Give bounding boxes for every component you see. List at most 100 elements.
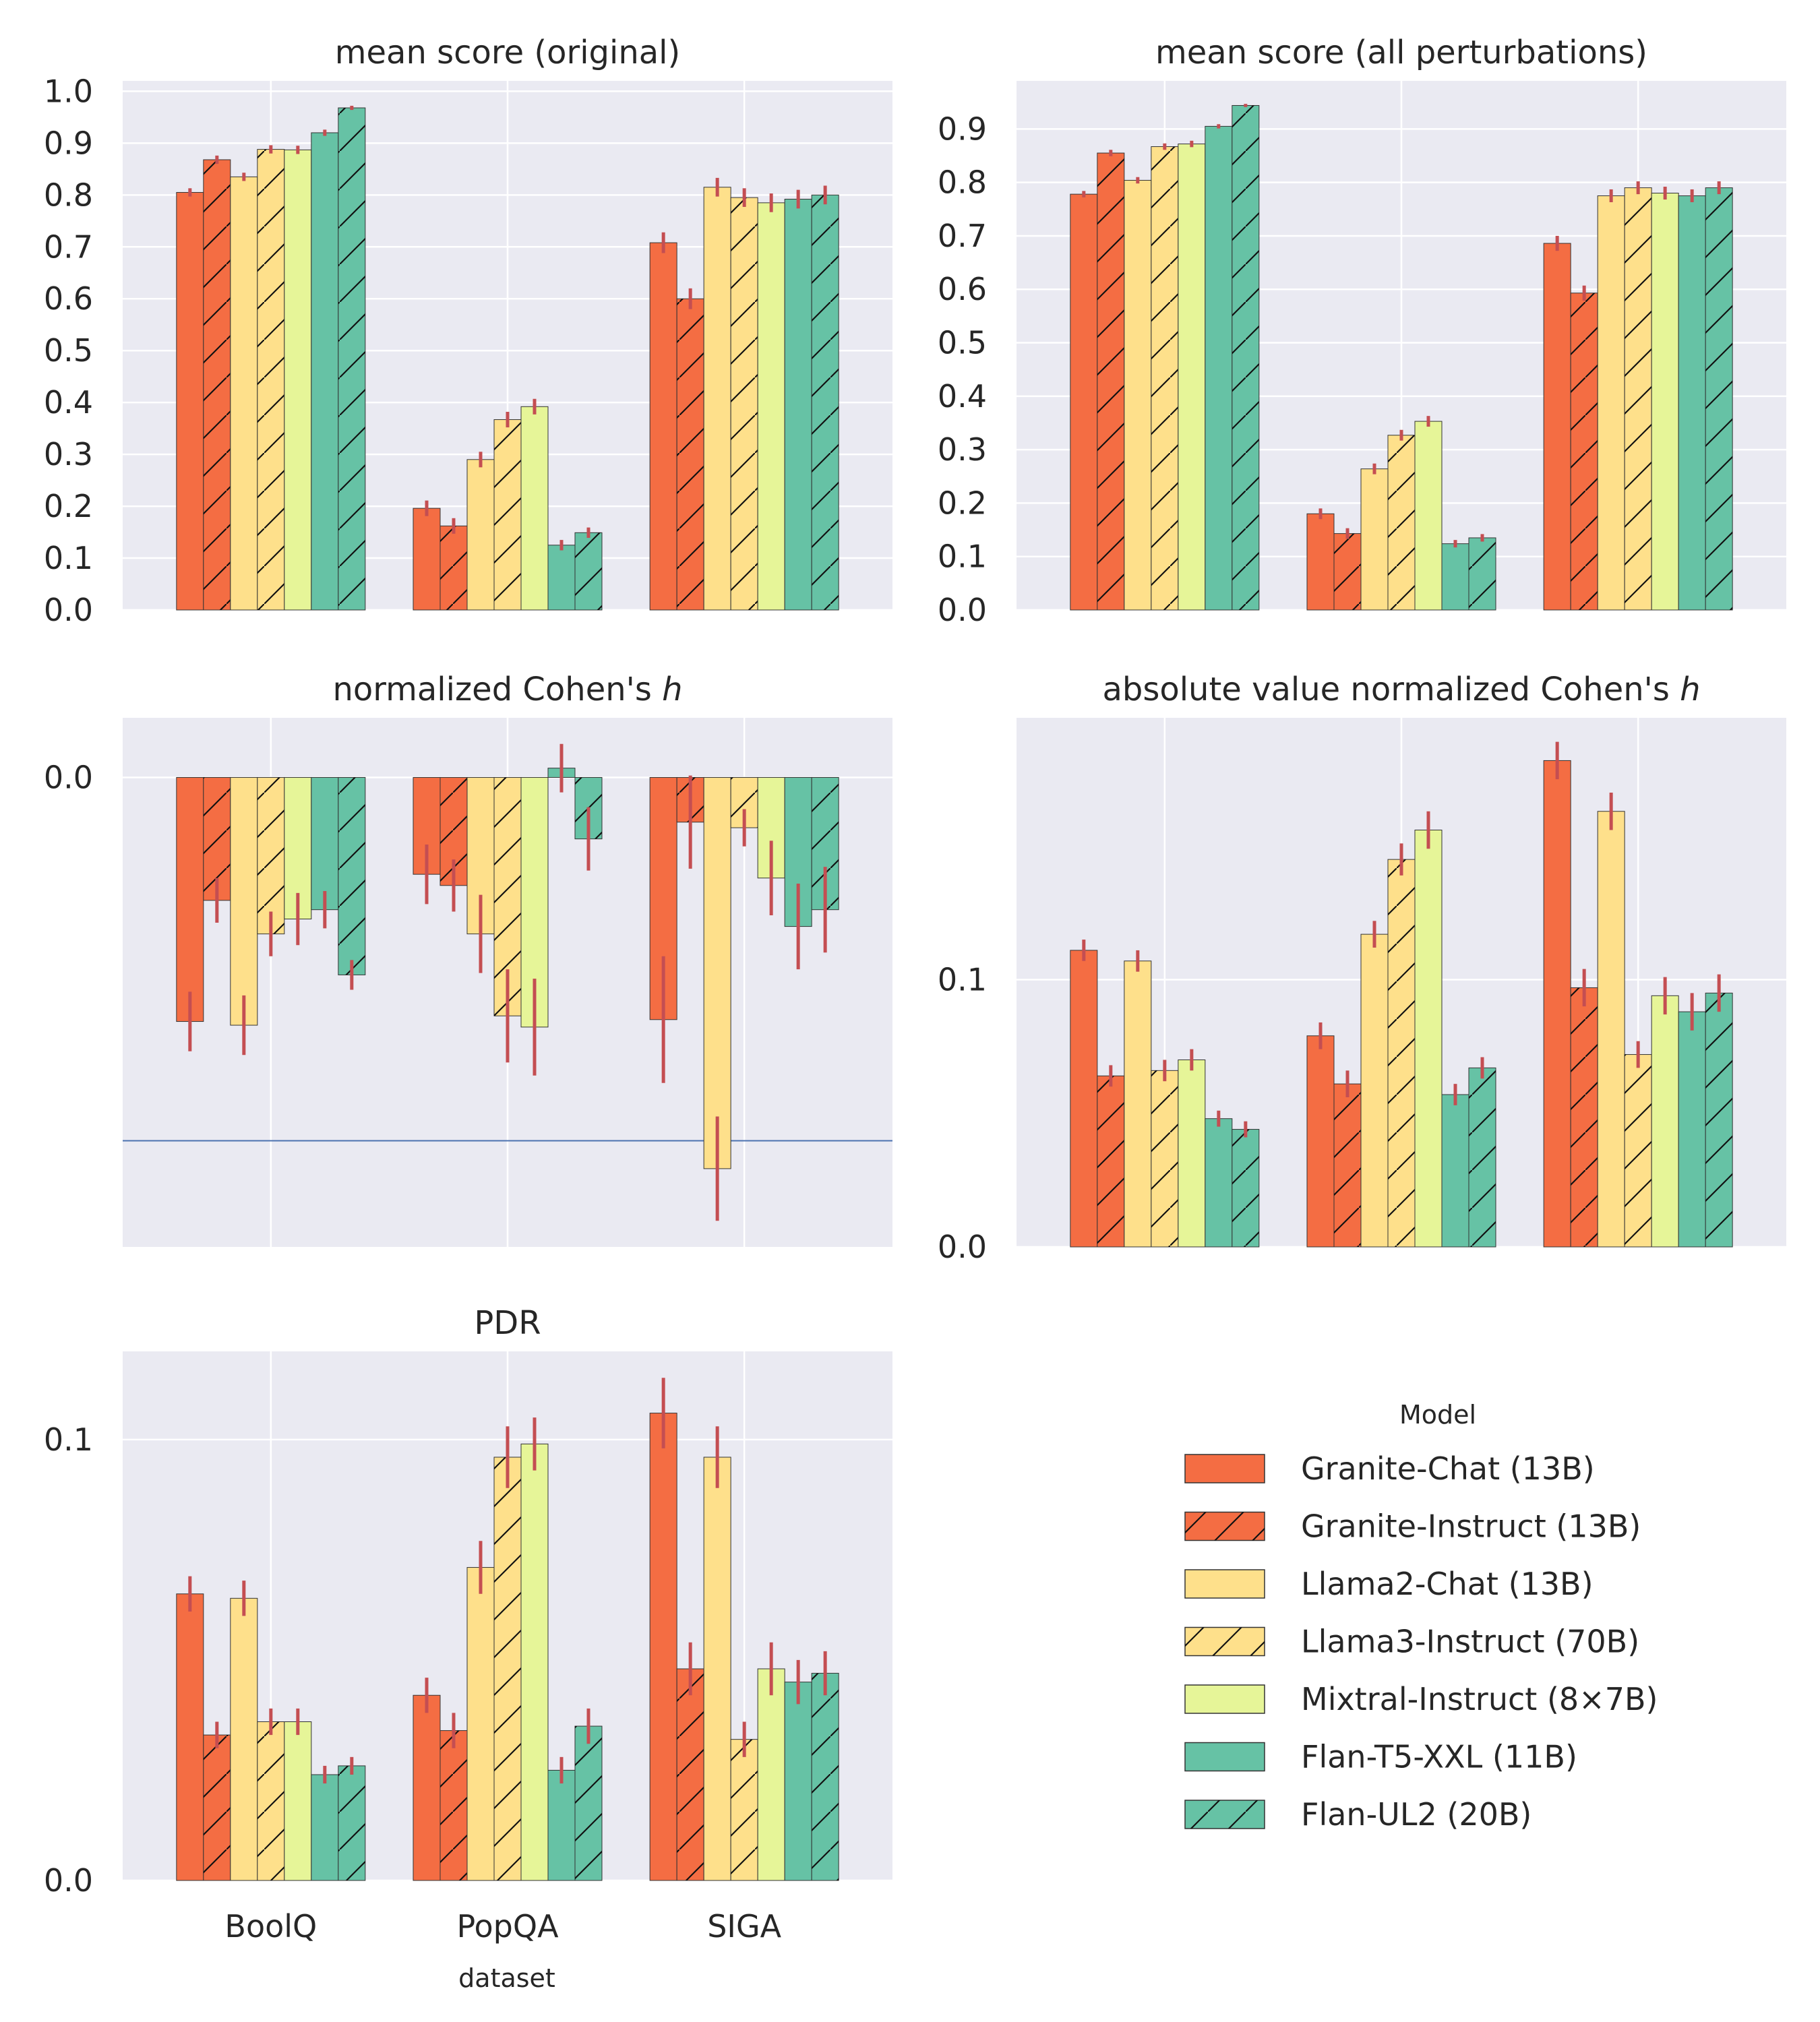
legend: Model Granite-Chat (13B) Granite-Instruct … <box>1184 1400 1658 1833</box>
bar-hatch <box>1232 1129 1259 1247</box>
panel-title: absolute value normalized Cohen's h <box>1102 671 1700 708</box>
panel-title: mean score (original) <box>335 34 680 71</box>
legend-swatch <box>1184 1454 1265 1483</box>
bar <box>703 1457 731 1881</box>
legend-label: Granite-Instruct (13B) <box>1301 1508 1641 1545</box>
bar <box>1651 193 1679 611</box>
y-tick-label: 0.3 <box>938 431 987 468</box>
bar <box>1178 144 1206 611</box>
bar <box>784 1682 812 1881</box>
bar-hatch <box>731 197 758 611</box>
bar <box>1070 950 1098 1248</box>
bar-hatch <box>257 149 284 610</box>
bar-hatch <box>1469 1068 1496 1247</box>
legend-swatch-hatch <box>1185 1512 1265 1541</box>
bar <box>413 1694 441 1881</box>
bar <box>547 1769 576 1881</box>
bar-hatch <box>203 1735 231 1880</box>
bar <box>649 242 677 611</box>
bar-hatch <box>1097 153 1124 610</box>
bar <box>1414 830 1443 1248</box>
legend-label: Llama3-Instruct (70B) <box>1301 1624 1639 1660</box>
panel-title: normalized Cohen's h <box>332 671 682 708</box>
y-tick-label: 0.1 <box>938 539 987 575</box>
bar <box>311 132 339 611</box>
y-tick-label: 0.1 <box>44 1421 93 1458</box>
bar-hatch <box>1232 105 1259 611</box>
legend-label: Granite-Chat (13B) <box>1301 1450 1595 1487</box>
bar <box>466 459 495 611</box>
chart-panels: 0.0 0.1 0.2 0.3 0.4 0.5 0.6 0.7 0.8 0.9 1.0 mean sc… <box>44 34 1786 1944</box>
bar <box>649 1413 677 1881</box>
bar <box>1678 1011 1706 1248</box>
bar-hatch <box>1571 293 1598 610</box>
bar-hatch <box>812 1673 839 1880</box>
y-tick-label: 0.2 <box>44 488 93 524</box>
y-tick-label: 0.6 <box>44 280 93 317</box>
legend-swatch-hatch <box>1185 1627 1265 1656</box>
bar <box>757 1668 785 1881</box>
legend-label: Flan-T5-XXL (11B) <box>1301 1739 1577 1775</box>
bar-hatch <box>1469 537 1496 610</box>
bar-hatch <box>1334 533 1361 610</box>
legend-item: Granite-Instruct (13B) <box>1184 1508 1641 1545</box>
bar-hatch <box>494 419 521 610</box>
y-tick-label: 0.2 <box>938 485 987 521</box>
bar-hatch <box>494 1457 521 1880</box>
chart-panel-1: 0.0 0.1 0.2 0.3 0.4 0.5 0.6 0.7 0.8 0.9 1.0 mean sc… <box>44 34 892 628</box>
y-tick-label: 0.1 <box>44 540 93 576</box>
bar-hatch <box>1097 1076 1124 1247</box>
bar-hatch <box>338 1765 365 1880</box>
bar-hatch <box>1571 987 1598 1247</box>
bar <box>784 198 812 611</box>
bar-hatch <box>1388 859 1415 1247</box>
bar <box>1178 1059 1206 1248</box>
bar <box>176 191 204 611</box>
bar <box>413 508 441 611</box>
bar-hatch <box>812 195 839 610</box>
panel-title: mean score (all perturbations) <box>1155 34 1647 71</box>
y-tick-label: 0.5 <box>938 325 987 361</box>
y-tick-label: 0.0 <box>44 1862 93 1899</box>
bar <box>176 1593 204 1881</box>
bar <box>230 1597 258 1881</box>
bar <box>1360 468 1389 611</box>
y-tick-label: 0.4 <box>938 378 987 415</box>
legend-label: Flan-UL2 (20B) <box>1301 1796 1531 1833</box>
bar-hatch <box>1334 1084 1361 1247</box>
bar-hatch <box>1388 435 1415 610</box>
bar <box>1070 193 1098 611</box>
bar <box>1597 195 1625 611</box>
legend-item: Mixtral-Instruct (8×7B) <box>1184 1681 1658 1717</box>
bar-hatch <box>1625 187 1652 611</box>
legend-item: Flan-T5-XXL (11B) <box>1184 1739 1577 1775</box>
panel-title: PDR <box>474 1304 541 1342</box>
bar <box>1441 1094 1469 1248</box>
bar-hatch <box>575 1726 602 1880</box>
y-tick-label: 0.0 <box>938 1229 987 1265</box>
bar <box>1205 1118 1233 1248</box>
bar <box>311 776 339 911</box>
y-tick-label: 0.3 <box>44 436 93 472</box>
y-tick-label: 0.6 <box>938 271 987 307</box>
bar <box>757 202 785 611</box>
bar <box>547 545 576 611</box>
bar <box>176 776 204 1022</box>
y-tick-label: 0.8 <box>44 177 93 213</box>
y-tick-label: 0.9 <box>938 111 987 147</box>
bar <box>1597 811 1625 1248</box>
legend-title: Model <box>1399 1400 1476 1430</box>
bar-hatch <box>440 526 467 610</box>
bar <box>230 176 258 611</box>
bar <box>284 1721 312 1881</box>
y-tick-label: 0.4 <box>44 384 93 421</box>
y-tick-label: 0.7 <box>938 218 987 254</box>
x-tick-label: PopQA <box>456 1908 559 1944</box>
bar <box>703 187 731 611</box>
legend-label: Mixtral-Instruct (8×7B) <box>1301 1681 1658 1717</box>
bar <box>1543 243 1571 611</box>
legend-swatch <box>1184 1569 1265 1599</box>
bar-hatch <box>203 159 231 610</box>
bar-hatch <box>731 1739 758 1880</box>
bar-hatch <box>257 1721 284 1880</box>
